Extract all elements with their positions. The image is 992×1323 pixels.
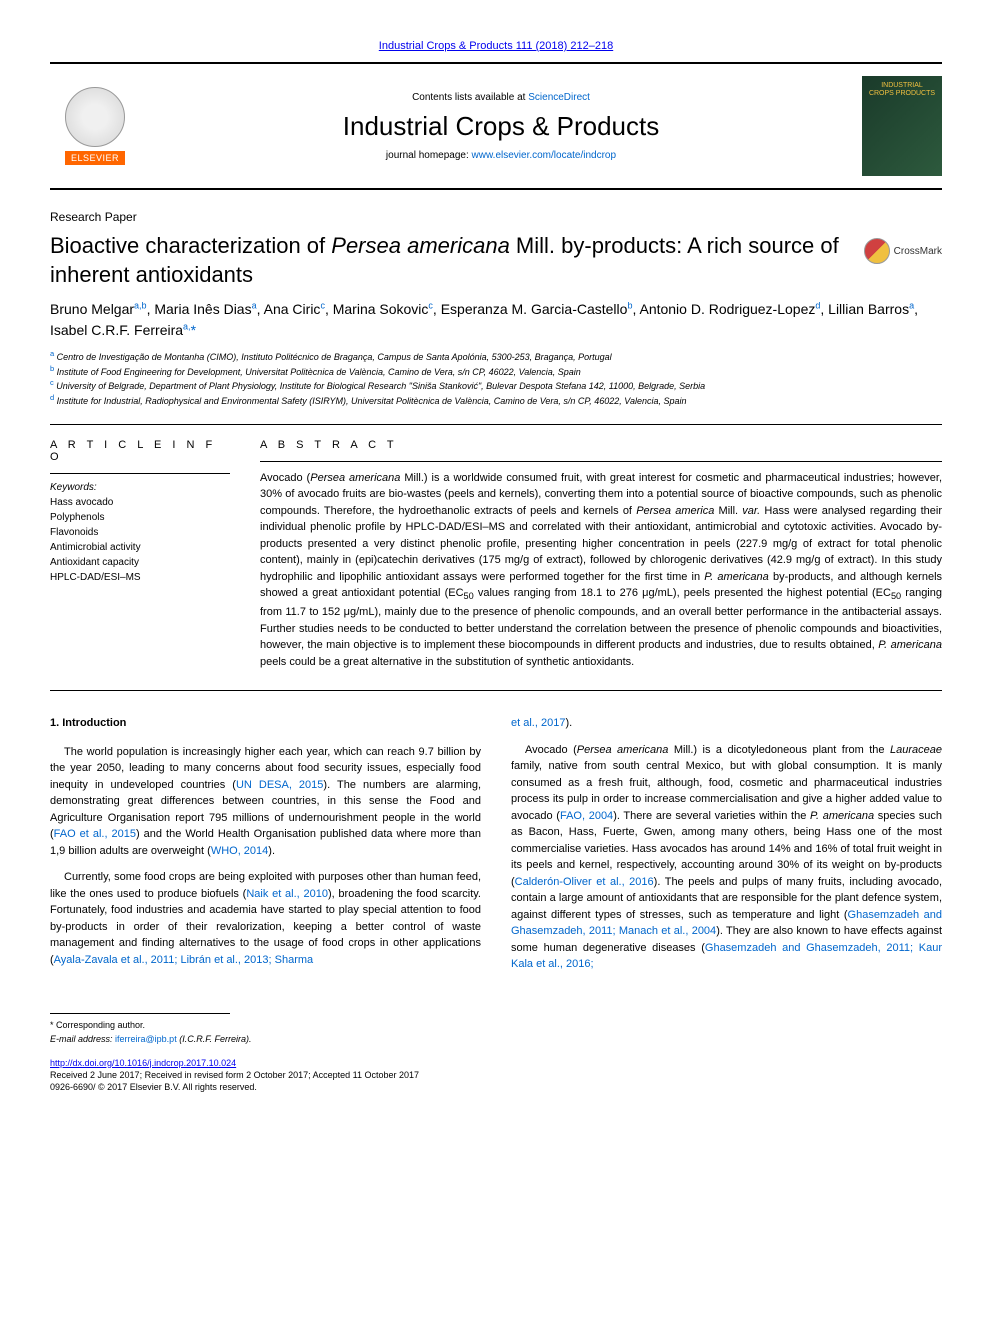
- elsevier-logo: ELSEVIER: [50, 76, 140, 176]
- column-left: 1. Introduction The world population is …: [50, 715, 481, 983]
- keyword-item: Antimicrobial activity: [50, 540, 230, 555]
- affiliation-item: c University of Belgrade, Department of …: [50, 378, 942, 393]
- citation-line: Industrial Crops & Products 111 (2018) 2…: [50, 40, 942, 52]
- elsevier-tree-icon: [65, 87, 125, 147]
- col2-continuation: et al., 2017).: [511, 715, 942, 732]
- body-columns: 1. Introduction The world population is …: [50, 715, 942, 983]
- divider-bottom: [50, 690, 942, 691]
- sciencedirect-link[interactable]: ScienceDirect: [528, 92, 590, 103]
- email-link[interactable]: iferreira@ipb.pt: [115, 1034, 177, 1044]
- affiliation-item: b Institute of Food Engineering for Deve…: [50, 364, 942, 379]
- abstract-divider: [260, 461, 942, 462]
- doi-link[interactable]: http://dx.doi.org/10.1016/j.indcrop.2017…: [50, 1058, 236, 1068]
- paper-type: Research Paper: [50, 210, 942, 224]
- info-abstract-row: A R T I C L E I N F O Keywords: Hass avo…: [50, 439, 942, 670]
- intro-p1: The world population is increasingly hig…: [50, 744, 481, 860]
- citation-link[interactable]: Industrial Crops & Products 111 (2018) 2…: [379, 40, 613, 52]
- title-italic: Persea americana: [331, 233, 510, 258]
- contents-label: Contents lists available at: [412, 92, 528, 103]
- crossmark-icon: [864, 238, 890, 264]
- homepage-link[interactable]: www.elsevier.com/locate/indcrop: [472, 150, 617, 161]
- paper-title: Bioactive characterization of Persea ame…: [50, 232, 844, 289]
- copyright-line: 0926-6690/ © 2017 Elsevier B.V. All righ…: [50, 1082, 942, 1092]
- intro-p2: Currently, some food crops are being exp…: [50, 869, 481, 968]
- header-center: Contents lists available at ScienceDirec…: [140, 92, 862, 161]
- affiliation-item: a Centro de Investigação de Montanha (CI…: [50, 349, 942, 364]
- keyword-item: Flavonoids: [50, 525, 230, 540]
- page-container: Industrial Crops & Products 111 (2018) 2…: [0, 0, 992, 1132]
- title-pre: Bioactive characterization of: [50, 233, 331, 258]
- crossmark-text: CrossMark: [894, 246, 942, 257]
- keyword-item: Polyphenols: [50, 510, 230, 525]
- journal-name: Industrial Crops & Products: [140, 111, 862, 142]
- crossmark-badge[interactable]: CrossMark: [864, 238, 942, 264]
- abstract: A B S T R A C T Avocado (Persea american…: [260, 439, 942, 670]
- article-info: A R T I C L E I N F O Keywords: Hass avo…: [50, 439, 230, 670]
- journal-logo-text: INDUSTRIAL CROPS PRODUCTS: [868, 82, 936, 99]
- received-line: Received 2 June 2017; Received in revise…: [50, 1070, 942, 1080]
- email-line: E-mail address: iferreira@ipb.pt (I.C.R.…: [50, 1034, 942, 1044]
- abstract-text: Avocado (Persea americana Mill.) is a wo…: [260, 470, 942, 670]
- email-label: E-mail address:: [50, 1034, 115, 1044]
- doi-line: http://dx.doi.org/10.1016/j.indcrop.2017…: [50, 1058, 942, 1068]
- contents-line: Contents lists available at ScienceDirec…: [140, 92, 862, 103]
- authors-list: Bruno Melgara,b, Maria Inês Diasa, Ana C…: [50, 299, 942, 341]
- keywords-label: Keywords:: [50, 482, 230, 493]
- footer-divider: [50, 1013, 230, 1014]
- keyword-item: HPLC-DAD/ESI–MS: [50, 570, 230, 585]
- journal-cover-logo: INDUSTRIAL CROPS PRODUCTS: [862, 76, 942, 176]
- corresponding-note: * Corresponding author.: [50, 1020, 942, 1030]
- homepage-line: journal homepage: www.elsevier.com/locat…: [140, 150, 862, 161]
- abstract-heading: A B S T R A C T: [260, 439, 942, 451]
- intro-heading: 1. Introduction: [50, 715, 481, 732]
- title-row: Bioactive characterization of Persea ame…: [50, 232, 942, 289]
- column-right: et al., 2017). Avocado (Persea americana…: [511, 715, 942, 983]
- divider-top: [50, 424, 942, 425]
- col2-p1: Avocado (Persea americana Mill.) is a di…: [511, 742, 942, 973]
- affiliation-item: d Institute for Industrial, Radiophysica…: [50, 393, 942, 408]
- email-name: (I.C.R.F. Ferreira).: [177, 1034, 252, 1044]
- elsevier-label: ELSEVIER: [65, 151, 125, 165]
- keywords-list: Hass avocadoPolyphenolsFlavonoidsAntimic…: [50, 495, 230, 585]
- affiliations: a Centro de Investigação de Montanha (CI…: [50, 349, 942, 407]
- info-divider: [50, 473, 230, 474]
- article-info-heading: A R T I C L E I N F O: [50, 439, 230, 463]
- journal-header: ELSEVIER Contents lists available at Sci…: [50, 62, 942, 190]
- keyword-item: Antioxidant capacity: [50, 555, 230, 570]
- homepage-label: journal homepage:: [386, 150, 472, 161]
- keyword-item: Hass avocado: [50, 495, 230, 510]
